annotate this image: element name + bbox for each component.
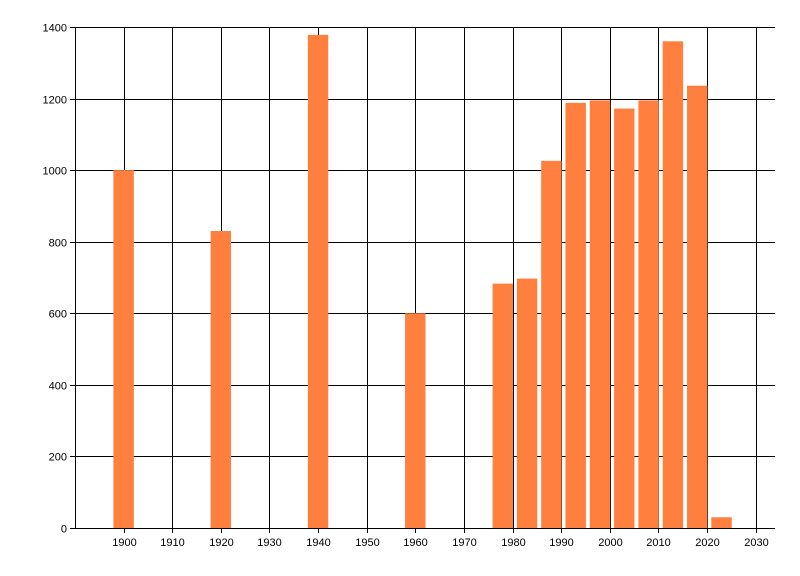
x-tick-label: 1910 [160, 537, 184, 549]
x-tick-label: 2010 [646, 537, 670, 549]
bar [614, 108, 635, 528]
x-tick-label: 2000 [598, 537, 622, 549]
bar [516, 278, 538, 528]
bar [687, 85, 708, 528]
bar [589, 100, 611, 528]
bar [492, 283, 513, 528]
bar [210, 230, 232, 528]
x-tick-label: 2030 [744, 537, 768, 549]
x-tick-label: 1970 [452, 537, 476, 549]
bars [113, 34, 732, 529]
bar [541, 160, 562, 529]
x-tick-label: 1940 [306, 537, 330, 549]
x-tick-label: 1960 [403, 537, 427, 549]
bar [711, 517, 732, 528]
y-tick-label: 1400 [43, 23, 67, 35]
x-tick-label: 1950 [355, 537, 379, 549]
y-tick-label: 1000 [43, 166, 67, 178]
y-tick-label: 0 [61, 524, 67, 536]
y-tick-label: 800 [49, 238, 67, 250]
x-tick-label: 1900 [112, 537, 136, 549]
bar [565, 102, 586, 528]
axes [70, 27, 775, 533]
bar [307, 34, 329, 528]
y-tick-label: 200 [49, 452, 67, 464]
x-tick-label: 1990 [549, 537, 573, 549]
x-tick-label: 1980 [501, 537, 525, 549]
y-tick-label: 400 [49, 381, 67, 393]
y-tick-label: 1200 [43, 95, 67, 107]
x-tick-label: 2020 [695, 537, 719, 549]
bar [113, 170, 134, 528]
x-tick-label: 1920 [209, 537, 233, 549]
bar [638, 100, 659, 528]
y-tick-label: 600 [49, 309, 67, 321]
bar [405, 313, 426, 528]
tick-labels: 0 200 400 600 800 1000 1200 1400 1900 1910 1920 193… [43, 23, 769, 550]
x-tick-label: 1930 [257, 537, 281, 549]
bar [662, 41, 684, 529]
